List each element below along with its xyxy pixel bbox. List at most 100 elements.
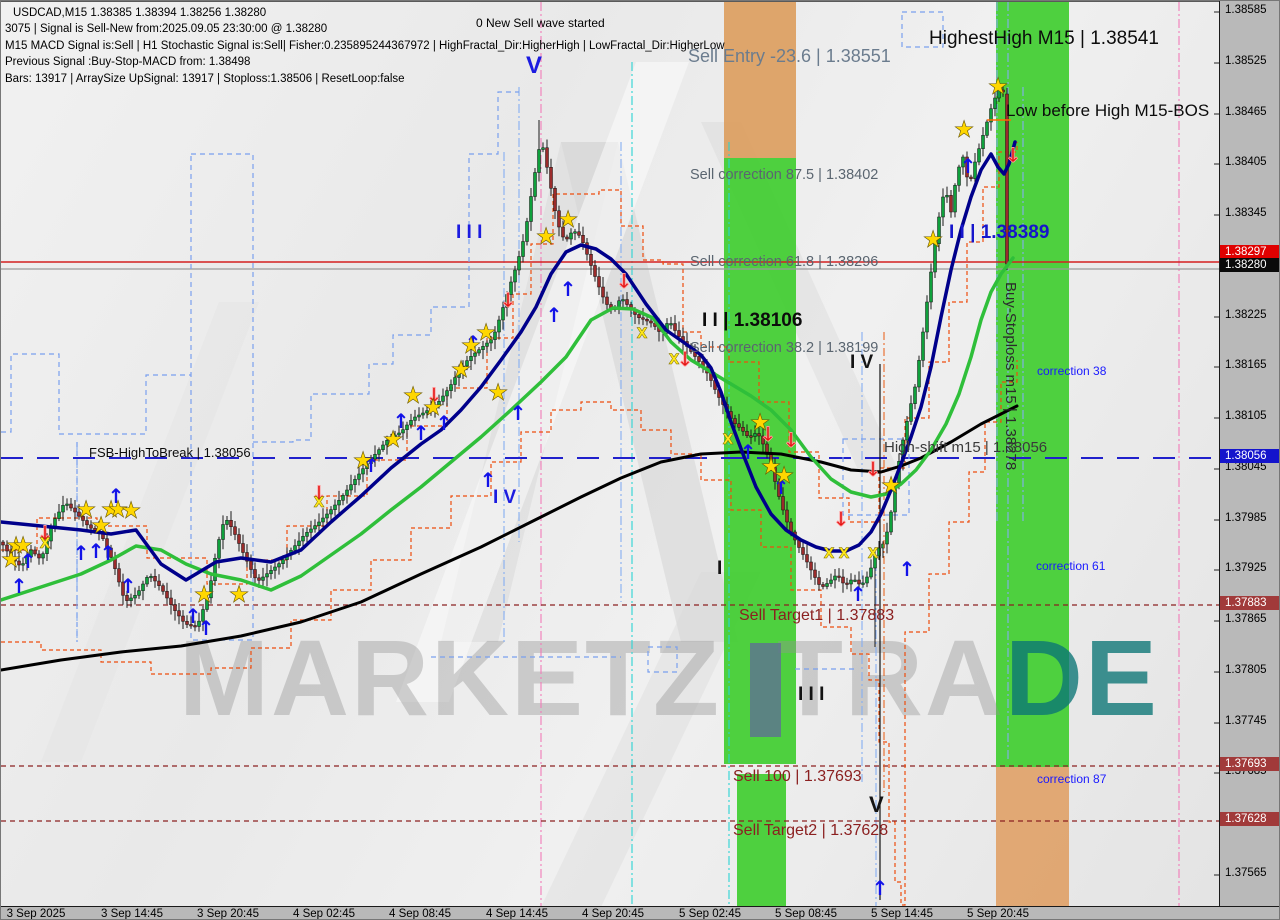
fractal-star-icon: ★ — [461, 333, 482, 359]
price-level-label: 1.37883 — [1220, 596, 1279, 610]
buy-arrow-icon: ↑ — [899, 557, 916, 581]
signal-x-icon: X — [637, 326, 648, 342]
ma-fast-navy[interactable] — [1, 140, 1017, 582]
sell-arrow-icon: ↓ — [37, 521, 54, 545]
macd-stoch-line: M15 MACD Signal is:Sell | H1 Stochastic … — [5, 39, 725, 52]
buy-arrow-icon: ↑ — [120, 574, 137, 598]
fractal-star-icon: ★ — [194, 582, 215, 608]
buy-arrow-icon: ↑ — [740, 440, 757, 464]
signal-x-icon: X — [824, 546, 835, 562]
price-tick: 1.37745 — [1225, 715, 1267, 727]
sell-correction-618-label[interactable]: Sell correction 61.8 | 1.38296 — [690, 254, 879, 270]
fractal-star-icon: ★ — [774, 463, 795, 489]
price-plot[interactable]: ↑↑ ↑↑↑↑↑↑↑↑↑ ↑ ↑↑↑↑↑↑↑↑↑↑↑↑↓↓↓↓↓↓↓ ↓↓↓↓★★★★★… — [1, 2, 1219, 906]
sell-correction-875-label[interactable]: Sell correction 87.5 | 1.38402 — [690, 167, 879, 183]
buy-arrow-icon: ↑ — [185, 604, 202, 628]
price-tick: 1.37985 — [1225, 512, 1267, 524]
sell-100-label[interactable]: Sell 100 | 1.37693 — [733, 768, 862, 785]
sell-arrow-icon: ↓ — [677, 347, 694, 371]
signal-line: 3075 | Signal is Sell-New from:2025.09.0… — [5, 23, 328, 36]
fractal-star-icon: ★ — [403, 383, 424, 409]
fractal-star-icon: ★ — [108, 497, 129, 523]
correction-61-label: correction 61 — [1036, 559, 1106, 573]
signal-x-icon: X — [40, 536, 51, 552]
buy-arrow-icon: ↑ — [480, 468, 497, 492]
sell-arrow-icon: ↓ — [616, 269, 633, 293]
buy-arrow-icon: ↑ — [773, 475, 790, 499]
price-tick: 1.37925 — [1225, 562, 1267, 574]
expert-info-block: USDCAD,M15 1.38385 1.38394 1.38256 1.382… — [5, 5, 725, 87]
signal-x-icon: X — [839, 546, 850, 562]
sell-target2-label[interactable]: Sell Target2 | 1.37628 — [733, 822, 889, 839]
buy-arrow-icon: ↑ — [393, 409, 410, 433]
buy-arrow-icon: ↑ — [108, 484, 125, 508]
sell-arrow-icon: ↓ — [833, 507, 850, 531]
time-axis[interactable]: 3 Sep 2025 3 Sep 14:45 3 Sep 20:45 4 Sep 02… — [1, 906, 1279, 920]
signal-band — [724, 2, 796, 158]
buy-arrow-icon: ↑ — [546, 303, 563, 327]
buy-arrow-icon: ↑ — [850, 582, 867, 606]
time-tick: 4 Sep 02:45 — [292, 908, 356, 920]
fsb-high-to-break-label[interactable]: FSB-HighToBreak | 1.38056 — [89, 445, 251, 460]
wave-price-label-blue: I I | 1.38389 — [949, 222, 1050, 243]
sell-arrow-icon: ↓ — [311, 481, 328, 505]
wave-count-label: V — [526, 52, 543, 79]
time-tick: 4 Sep 14:45 — [485, 908, 549, 920]
sell-target1-label[interactable]: Sell Target1 | 1.37883 — [739, 607, 895, 624]
buy-arrow-icon: ↑ — [20, 549, 37, 573]
time-tick: 5 Sep 20:45 — [966, 908, 1030, 920]
buy-arrow-icon: ↑ — [560, 277, 577, 301]
price-tick: 1.38165 — [1225, 359, 1267, 371]
watermark-left: MARKETZ — [179, 617, 721, 738]
fractal-star-icon: ★ — [761, 454, 782, 480]
fractal-box — [901, 11, 944, 48]
fractal-star-icon: ★ — [476, 320, 497, 346]
signal-band — [737, 774, 786, 906]
highest-high-label[interactable]: HighestHigh M15 | 1.38541 — [929, 28, 1159, 49]
candlestick-series[interactable] — [1, 83, 1009, 647]
wave-count-label: I I I — [456, 222, 483, 243]
buy-stoploss-label[interactable]: Buy-Stoploss m15 | 1.38278 — [1002, 282, 1019, 471]
time-tick: 3 Sep 14:45 — [100, 908, 164, 920]
sell-correction-382-label[interactable]: Sell correction 38.2 | 1.38199 — [690, 340, 879, 356]
fractal-star-icon: ★ — [13, 533, 34, 559]
fractal-star-icon: ★ — [1, 547, 21, 573]
ma-slow-black[interactable] — [1, 404, 1019, 672]
time-tick: 3 Sep 2025 — [6, 908, 66, 920]
fractal-star-icon: ★ — [383, 427, 404, 453]
price-tick: 1.38045 — [1225, 461, 1267, 473]
price-level-label: 1.38297 — [1220, 245, 1279, 259]
time-tick: 4 Sep 08:45 — [388, 908, 452, 920]
buy-arrow-icon: ↑ — [872, 876, 889, 900]
watermark-separator-bar — [750, 643, 781, 737]
fractal-star-icon: ★ — [488, 380, 509, 406]
buy-arrow-icon: ↑ — [88, 539, 105, 563]
sell-arrow-icon: ↓ — [426, 383, 443, 407]
price-tick: 1.38465 — [1225, 106, 1267, 118]
fractal-star-icon: ★ — [121, 498, 142, 524]
fractal-star-icon: ★ — [76, 497, 97, 523]
buy-arrow-icon: ↑ — [100, 541, 117, 565]
symbol-ohlc-line: USDCAD,M15 1.38385 1.38394 1.38256 1.382… — [13, 7, 267, 19]
price-tick: 1.38585 — [1225, 4, 1267, 16]
price-level-label: 1.37693 — [1220, 757, 1279, 771]
signal-x-icon: X — [314, 495, 325, 511]
bars-stoploss-line: Bars: 13917 | ArraySize UpSignal: 13917 … — [5, 72, 405, 85]
price-tick: 1.37565 — [1225, 867, 1267, 879]
ma-mid-green[interactable] — [1, 256, 1015, 602]
chart-area[interactable]: MARKETZ TRADE ↑ ↑ ↑ ↑ ↑ ↑ ↑ ↑ ↑ ↑ ↑ ↑ ↑ ↑ ↑ ↑ ↑ ↑ ↑ ↑ ↑ ↑ ↑ ↑ ↓ ↓… — [1, 1, 1219, 906]
time-tick: 3 Sep 20:45 — [196, 908, 260, 920]
fractal-star-icon: ★ — [558, 207, 579, 233]
low-before-high-label[interactable]: Low before High M15-BOS — [1006, 101, 1210, 120]
fractal-star-icon: ★ — [229, 582, 250, 608]
watermark-right: DE — [1004, 617, 1159, 738]
signal-x-icon: X — [868, 546, 879, 562]
watermark-mid: TRA — [776, 617, 1005, 738]
sell-entry-label[interactable]: Sell Entry -23.6 | 1.38551 — [688, 46, 891, 66]
buy-arrow-icon: ↑ — [465, 331, 482, 355]
price-axis[interactable]: 1.38585 1.38525 1.38465 1.38405 1.38345 1.382… — [1219, 1, 1279, 906]
fractal-star-icon: ★ — [6, 533, 27, 559]
fractal-star-icon: ★ — [353, 448, 374, 474]
high-shift-label[interactable]: High-shift m15 | 1.38056 — [884, 439, 1048, 456]
